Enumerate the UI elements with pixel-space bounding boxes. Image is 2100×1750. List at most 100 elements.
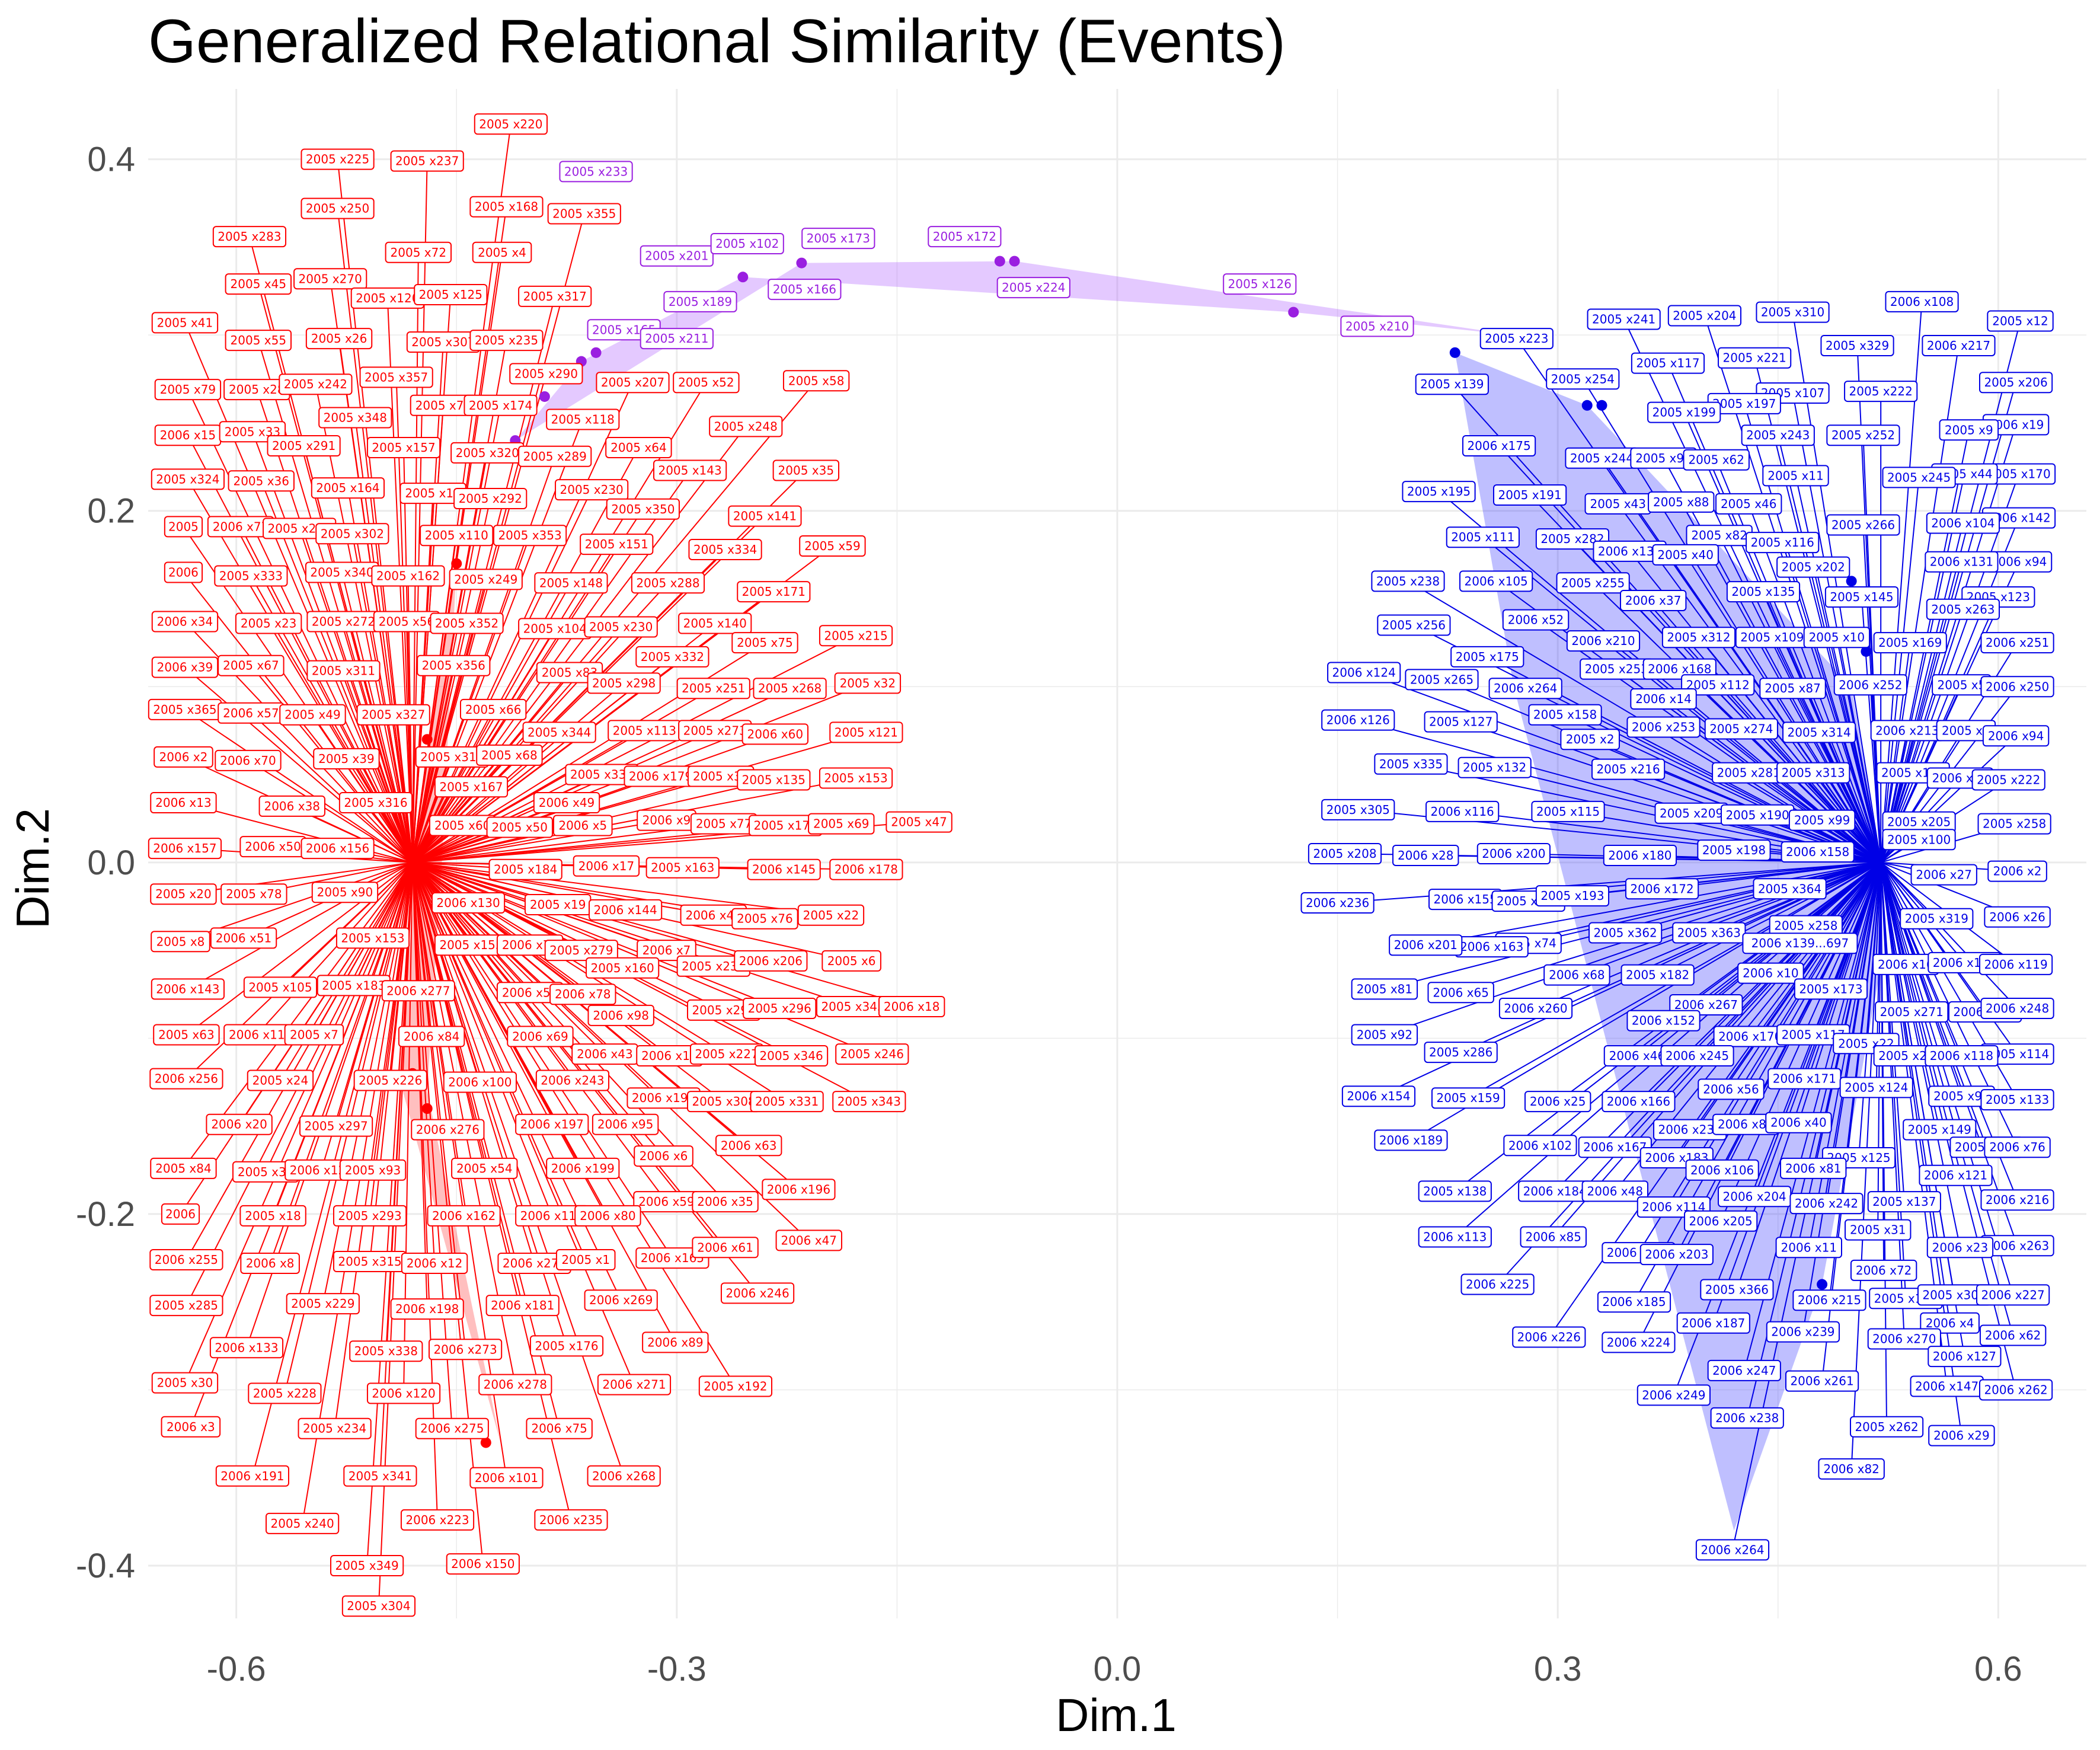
point-label-box bbox=[1984, 1136, 2051, 1158]
point-label: 2006 x273 bbox=[433, 1342, 497, 1356]
point-label: 2005 x241 bbox=[1592, 312, 1655, 326]
point-label: 2006 x260 bbox=[1504, 1001, 1567, 1015]
point-label: 2006 x98 bbox=[593, 1008, 649, 1023]
point-label: 2006 x175 bbox=[1467, 439, 1530, 453]
point-label-box bbox=[1661, 627, 1736, 649]
point-label-box bbox=[1418, 1180, 1492, 1202]
point-label-box bbox=[313, 748, 380, 769]
point-label: 2005 x253 bbox=[1585, 662, 1648, 676]
point-label: 2006 x162 bbox=[432, 1209, 496, 1223]
point-label-box bbox=[1535, 528, 1610, 550]
point-label-box bbox=[1642, 658, 1717, 680]
point-label: 2006 bbox=[168, 566, 199, 580]
point-label-box bbox=[476, 744, 543, 766]
point-label-box bbox=[1602, 1331, 1676, 1353]
point-label-box bbox=[762, 1179, 836, 1200]
point-label-box bbox=[1820, 334, 1894, 356]
point-label: 2005 x75 bbox=[737, 636, 793, 650]
point-label-box bbox=[311, 477, 385, 499]
point-label-box bbox=[1824, 586, 1899, 608]
point-label: 2006 x230 bbox=[1658, 1123, 1722, 1137]
point-label: 2006 x95 bbox=[597, 1117, 654, 1132]
point-label: 2005 x120 bbox=[356, 291, 419, 305]
point-label: 2005 x30 bbox=[157, 1376, 213, 1390]
data-point bbox=[1817, 1279, 1828, 1290]
point-label: 2005 x163 bbox=[651, 861, 714, 875]
point-label: 2006 x178 bbox=[835, 863, 898, 877]
point-label-box bbox=[486, 816, 553, 838]
point-label-box bbox=[154, 746, 213, 768]
point-label: 2005 x174 bbox=[469, 398, 532, 413]
point-label: 2006 x34 bbox=[157, 615, 213, 629]
point-label-box bbox=[606, 498, 680, 520]
point-label-box bbox=[1839, 1077, 1913, 1098]
point-label-box bbox=[1980, 676, 2054, 698]
connector-line bbox=[256, 862, 413, 1036]
point-label: 2005 bbox=[168, 519, 199, 534]
point-label-box bbox=[1327, 662, 1401, 684]
point-label: 2005 x12 bbox=[405, 486, 461, 500]
connector-line bbox=[411, 862, 587, 1260]
point-label: 2006 x210 bbox=[1571, 634, 1635, 648]
point-label-box bbox=[1524, 1091, 1591, 1113]
point-label: 2005 x169 bbox=[1878, 636, 1942, 650]
point-label: 2006 x180 bbox=[1608, 848, 1671, 863]
connector-line bbox=[190, 862, 413, 1428]
point-label: 2005 x118 bbox=[551, 413, 615, 427]
point-label-box bbox=[148, 838, 222, 860]
point-label: 2006 x198 bbox=[395, 1302, 459, 1316]
point-label-box bbox=[293, 268, 367, 290]
point-label: 2006 x168 bbox=[1648, 662, 1711, 676]
point-label-box bbox=[431, 892, 506, 914]
point-label-box bbox=[428, 1339, 503, 1361]
point-label-box bbox=[775, 1230, 842, 1251]
point-label: 2005 x291 bbox=[272, 439, 335, 453]
point-label: 2006 x62 bbox=[1985, 1329, 2041, 1343]
point-label: 2005 x243 bbox=[1746, 428, 1810, 442]
point-label-box bbox=[1789, 1193, 1864, 1215]
point-label: 2005 x176 bbox=[535, 1339, 598, 1353]
point-label-box bbox=[715, 1135, 782, 1157]
y-axis-ticks: -0.4 -0.2 0.0 0.2 0.4 bbox=[76, 140, 135, 1585]
point-label-box bbox=[214, 565, 288, 587]
point-label: 2005 x84 bbox=[155, 1161, 212, 1176]
point-label-box bbox=[552, 815, 613, 836]
point-label-box bbox=[1785, 1370, 1859, 1392]
point-label: 2005 x104 bbox=[523, 621, 587, 636]
point-label-box bbox=[220, 883, 287, 905]
point-label: 2005 x273 bbox=[683, 723, 747, 737]
connector-line bbox=[412, 861, 854, 1007]
point-label: 2005 x184 bbox=[494, 863, 557, 877]
point-label-box bbox=[1502, 609, 1570, 631]
point-label: 2005 x164 bbox=[316, 481, 379, 495]
connector-line bbox=[412, 862, 673, 1259]
point-label: 2005 x341 bbox=[349, 1469, 412, 1483]
point-label-box bbox=[1223, 273, 1297, 295]
point-label: 2006 x57 bbox=[223, 706, 279, 720]
point-label-box bbox=[1776, 762, 1850, 784]
point-label-box bbox=[1566, 630, 1641, 652]
connector-line bbox=[1880, 862, 2014, 1295]
point-label-box bbox=[401, 1252, 468, 1274]
point-label-box bbox=[150, 792, 217, 813]
x-tick-label: -0.6 bbox=[207, 1650, 266, 1688]
point-label: 2006 x263 bbox=[1986, 1238, 2049, 1253]
point-label: 2006 x264 bbox=[1494, 681, 1557, 695]
point-label-box bbox=[353, 1069, 427, 1091]
point-label: 2005 x210 bbox=[1345, 319, 1409, 333]
point-label-box bbox=[1737, 962, 1804, 984]
point-label: 2006 x264 bbox=[1701, 1543, 1764, 1557]
point-label-box bbox=[507, 1026, 574, 1048]
point-label-box bbox=[286, 1293, 360, 1315]
connector-line bbox=[412, 861, 780, 1009]
connector-line bbox=[1818, 732, 1882, 863]
point-label: 2005 x93 bbox=[345, 1163, 401, 1177]
point-label: 2005 x160 bbox=[591, 961, 654, 975]
data-point bbox=[1846, 576, 1857, 587]
point-label-box bbox=[415, 1417, 489, 1439]
point-label: 2006 x271 bbox=[602, 1378, 666, 1392]
point-label-box bbox=[754, 1045, 829, 1067]
point-label: 2005 x1 bbox=[561, 1253, 610, 1267]
point-label-box bbox=[1460, 1273, 1535, 1295]
